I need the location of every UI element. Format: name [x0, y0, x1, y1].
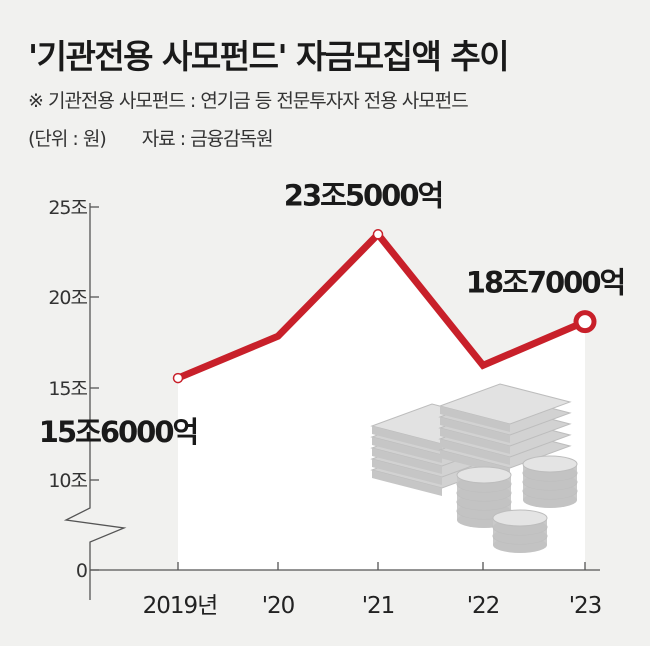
y-tick-label: 25조 [48, 197, 87, 219]
chart-title: '기관전용 사모펀드' 자금모집액 추이 [28, 37, 510, 76]
y-tick-label: 20조 [48, 287, 87, 309]
source-label: 자료 : 금융감독원 [141, 128, 274, 150]
y-tick-label: 0 [76, 560, 87, 582]
y-tick-label: 10조 [48, 470, 87, 492]
x-tick-label: '23 [569, 593, 602, 619]
chart-note: ※ 기관전용 사모펀드 : 연기금 등 전문투자자 전용 사모펀드 [28, 90, 469, 112]
data-point [172, 372, 184, 384]
x-tick-label: '20 [262, 593, 295, 619]
x-tick-label: 2019년 [143, 593, 218, 619]
x-tick-label: '22 [467, 593, 500, 619]
data-label: 18조7000억 [466, 266, 624, 300]
data-label: 15조6000억 [39, 415, 197, 449]
data-point [372, 229, 384, 240]
data-point [573, 310, 597, 334]
y-axis-line [63, 203, 127, 600]
chart-meta: (단위 : 원) 자료 : 금융감독원 [28, 124, 274, 151]
x-tick-label: '21 [362, 593, 395, 619]
unit-label: (단위 : 원) [28, 128, 107, 150]
money-illustration [370, 383, 578, 553]
data-label: 23조5000억 [284, 178, 442, 212]
y-tick-label: 15조 [48, 378, 87, 400]
